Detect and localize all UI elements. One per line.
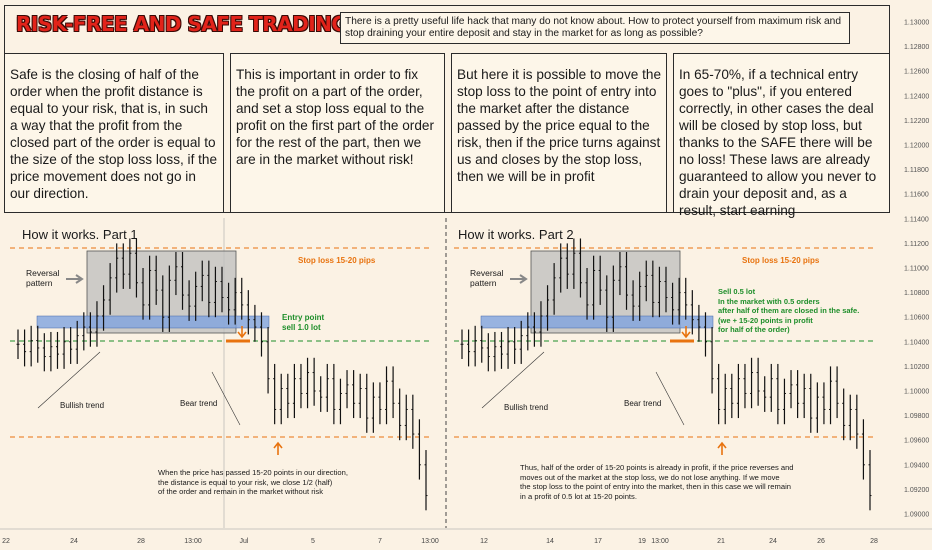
intro-box: There is a pretty useful life hack that … (340, 12, 850, 44)
x-tick-label: 13:00 (651, 538, 669, 545)
x-tick-label: 13:00 (184, 538, 202, 545)
y-tick-label: 1.11400 (904, 216, 929, 223)
panel2-note: Thus, half of the order of 15-20 points … (520, 463, 794, 501)
y-tick-label: 1.09400 (904, 462, 929, 469)
bear-pointer (211, 371, 241, 426)
y-tick-label: 1.12200 (904, 118, 929, 125)
card-2: This is important in order to fix the pr… (230, 53, 445, 213)
y-tick-label: 1.09600 (904, 438, 929, 445)
x-tick-label: 17 (594, 538, 602, 545)
panel2-sell-label: Sell 0.5 lot In the market with 0.5 orde… (718, 287, 860, 335)
x-tick-label: 28 (870, 538, 878, 545)
panel1-bullish-label: Bullish trend (60, 401, 105, 410)
x-tick-label: 28 (137, 538, 145, 545)
y-tick-label: 1.10000 (904, 389, 929, 396)
x-tick-label: 24 (769, 538, 777, 545)
y-tick-label: 1.11600 (904, 192, 929, 199)
up-arrow-icon (717, 441, 727, 455)
y-tick-label: 1.11800 (904, 167, 929, 174)
entry-zone (480, 315, 714, 329)
panel2-heading: How it works. Part 2 (458, 227, 574, 242)
y-tick-label: 1.11000 (904, 266, 929, 273)
reversal-arrow-icon (510, 274, 528, 284)
card-3: But here it is possible to move the stop… (451, 53, 667, 213)
x-tick-label: 19 (638, 538, 646, 545)
bear-pointer (655, 371, 685, 426)
panel1-note: When the price has passed 15-20 points i… (158, 468, 348, 497)
y-tick-label: 1.13000 (904, 20, 929, 27)
card-4: In 65-70%, if a technical entry goes to … (673, 53, 890, 218)
up-arrow-icon (273, 441, 283, 455)
panel1-bear-label: Bear trend (180, 399, 218, 408)
x-tick-label: 12 (480, 538, 488, 545)
panel2-reversal-label: Reversal pattern (470, 268, 504, 288)
panel2-stoploss-label: Stop loss 15-20 pips (742, 256, 820, 265)
y-tick-label: 1.12000 (904, 143, 929, 150)
y-tick-label: 1.12400 (904, 93, 929, 100)
page-title: RISK-FREE AND SAFE TRADING (16, 12, 348, 36)
x-tick-label: Jul (240, 538, 249, 545)
down-arrow-icon (237, 326, 247, 339)
panel1-stoploss-label: Stop loss 15-20 pips (298, 256, 376, 265)
panel1-entry-label: Entry point sell 1.0 lot (282, 313, 325, 332)
x-tick-label: 13:00 (421, 538, 439, 545)
y-tick-label: 1.10200 (904, 364, 929, 371)
bullish-pointer (481, 351, 545, 409)
y-tick-label: 1.09800 (904, 413, 929, 420)
y-tick-label: 1.09000 (904, 512, 929, 519)
x-tick-label: 26 (817, 538, 825, 545)
y-tick-label: 1.10600 (904, 315, 929, 322)
reversal-arrow-icon (66, 274, 84, 284)
y-tick-label: 1.11200 (904, 241, 929, 248)
panel2-bullish-label: Bullish trend (504, 403, 549, 412)
panel2-bear-label: Bear trend (624, 399, 662, 408)
x-tick-label: 7 (378, 538, 382, 545)
x-tick-label: 24 (70, 538, 78, 545)
y-tick-label: 1.10400 (904, 339, 929, 346)
y-tick-label: 1.10800 (904, 290, 929, 297)
y-tick-label: 1.12600 (904, 69, 929, 76)
y-tick-label: 1.12800 (904, 44, 929, 51)
entry-zone (36, 315, 270, 329)
x-tick-label: 21 (717, 538, 725, 545)
y-tick-label: 1.09200 (904, 487, 929, 494)
panel1-reversal-label: Reversal pattern (26, 268, 60, 288)
bullish-pointer (37, 351, 101, 409)
x-tick-label: 14 (546, 538, 554, 545)
x-tick-label: 5 (311, 538, 315, 545)
down-arrow-icon (681, 326, 691, 339)
panel1-heading: How it works. Part 1 (22, 227, 138, 242)
x-tick-label: 22 (2, 538, 10, 545)
card-1: Safe is the closing of half of the order… (4, 53, 224, 213)
